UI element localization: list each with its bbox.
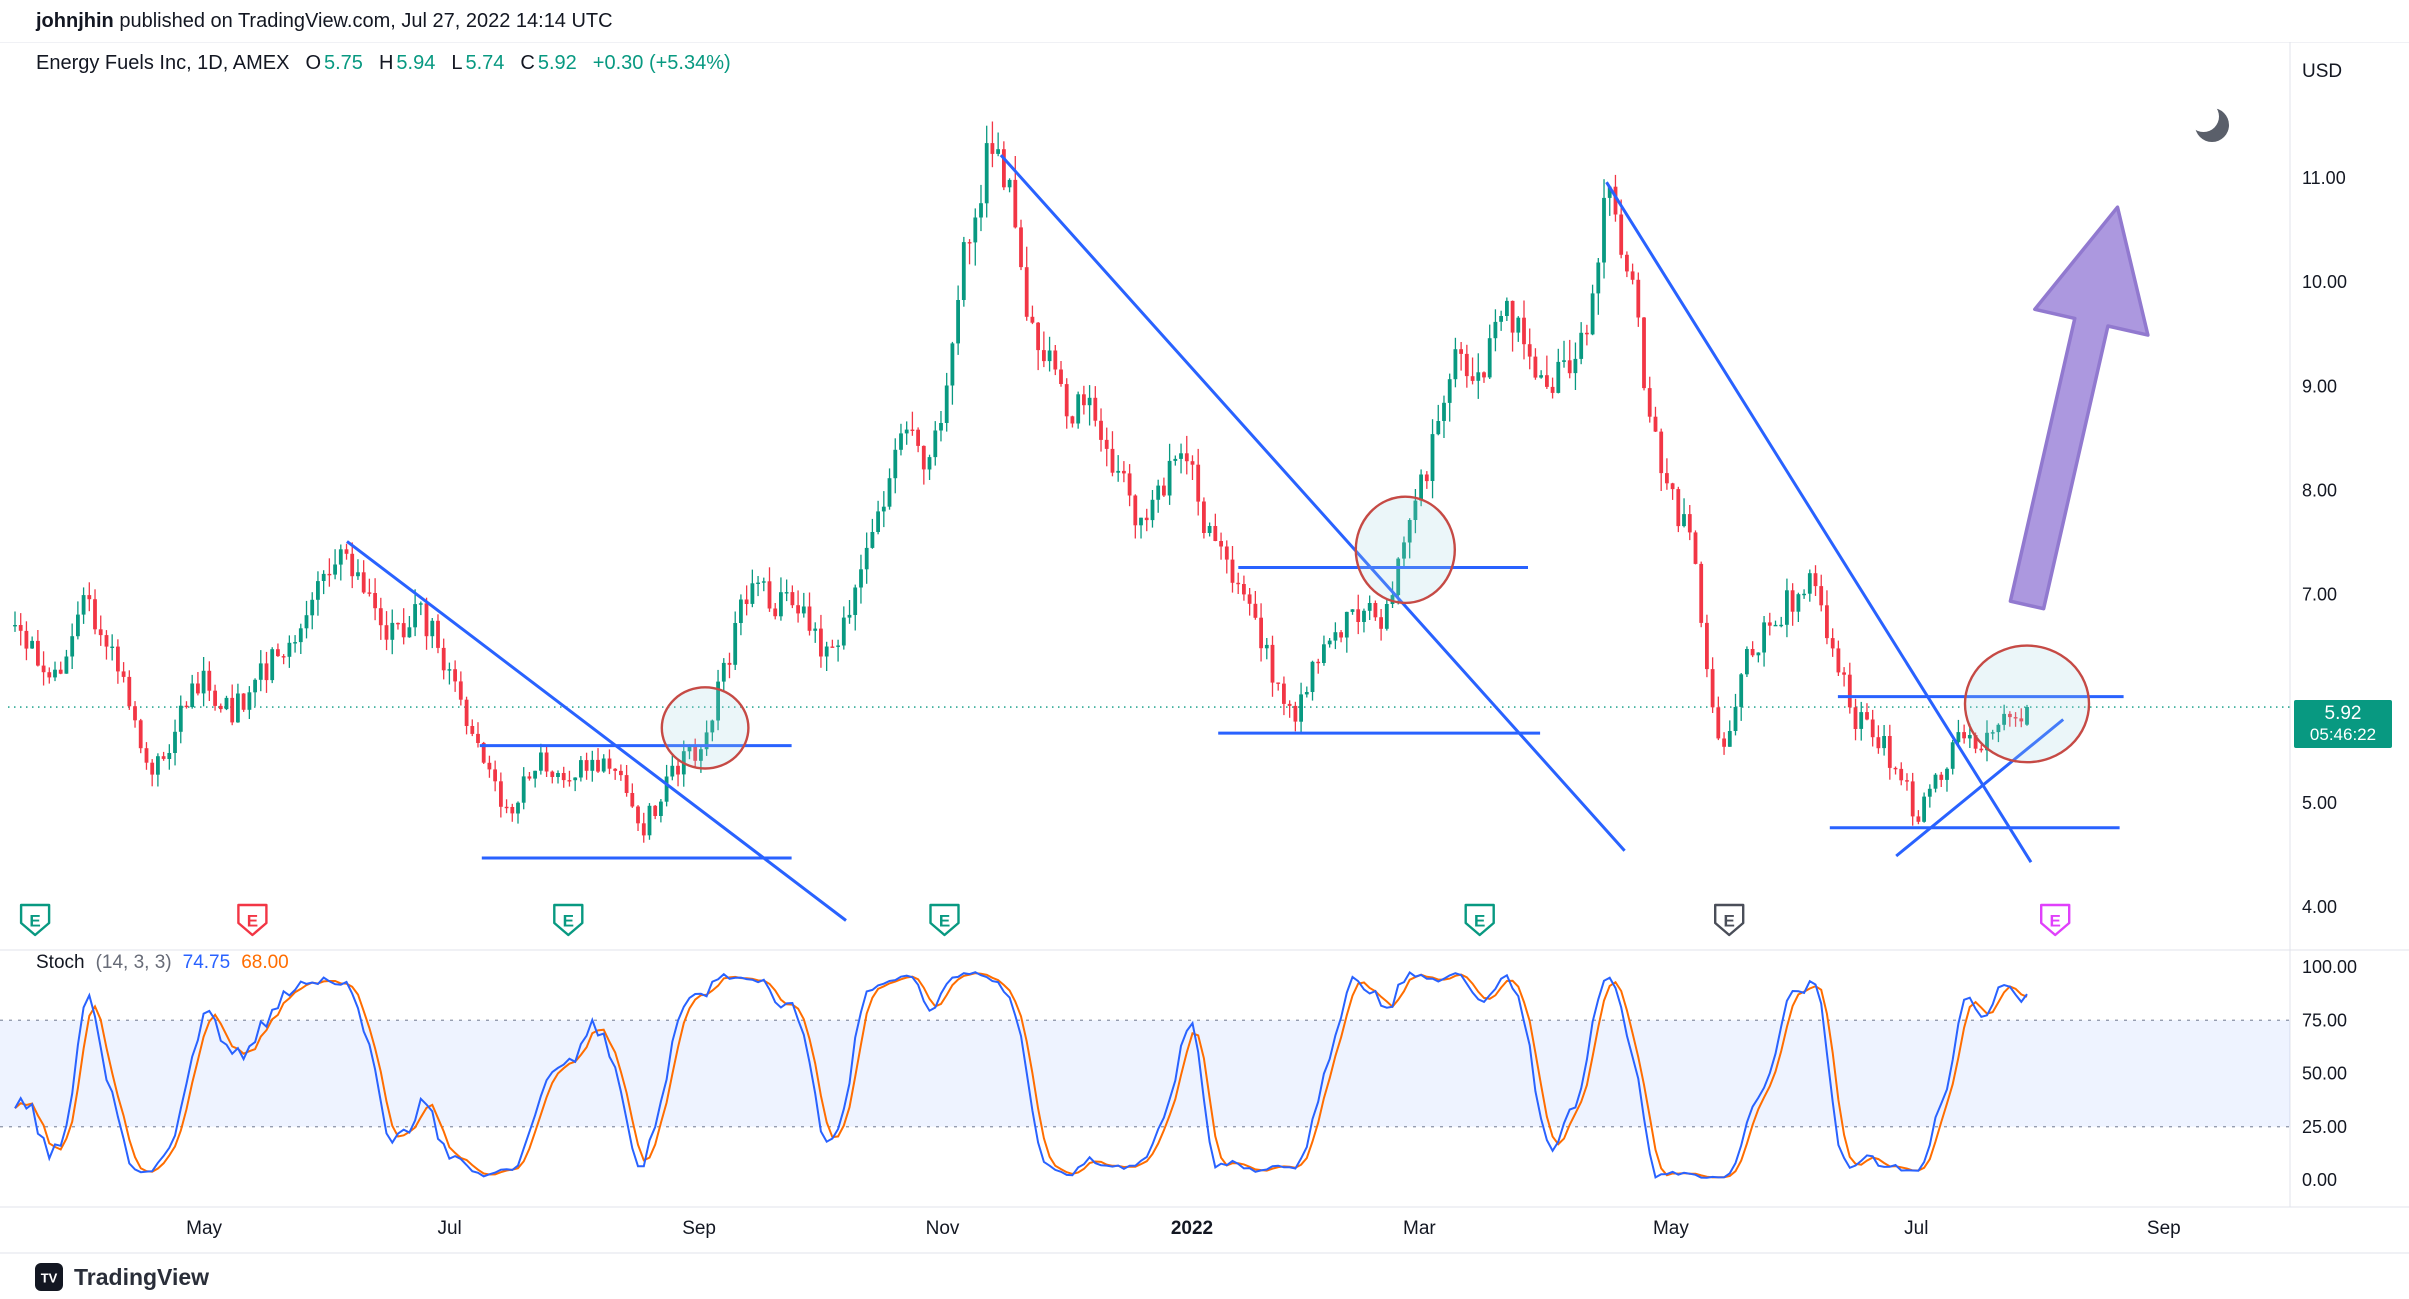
trendline-drawing[interactable] [1605, 181, 2033, 863]
price-axis-labels: USD 11.00 10.00 9.00 8.00 7.00 5.00 4.00 100.00 7… [2302, 61, 2357, 1190]
candles-layer [13, 121, 2029, 843]
svg-text:Jul: Jul [437, 1218, 461, 1239]
svg-text:USD: USD [2302, 61, 2342, 82]
stoch-d-value: 68.00 [241, 952, 289, 973]
trendline-drawing[interactable] [999, 154, 1626, 852]
footer-branding[interactable]: TV TradingView [34, 1262, 209, 1292]
svg-text:May: May [1653, 1218, 1689, 1239]
bullish-arrow-drawing[interactable] [2008, 205, 2150, 611]
publish-info-text: published on TradingView.com, Jul 27, 20… [113, 9, 613, 32]
earnings-marker[interactable]: E [237, 903, 268, 937]
price-change: +0.30 (+5.34%) [592, 52, 731, 74]
svg-text:E: E [563, 912, 574, 931]
svg-text:100.00: 100.00 [2302, 957, 2357, 977]
svg-text:E: E [1724, 912, 1735, 931]
earnings-marker[interactable]: E [19, 903, 51, 937]
svg-text:8.00: 8.00 [2302, 480, 2337, 500]
publisher-username: johnjhin [36, 9, 114, 32]
svg-text:25.00: 25.00 [2302, 1117, 2347, 1137]
publish-bar: johnjhin published on TradingView.com, J… [0, 0, 2409, 42]
svg-text:Mar: Mar [1403, 1218, 1436, 1239]
stoch-k-value: 74.75 [182, 952, 231, 973]
earnings-marker[interactable]: E [2039, 903, 2071, 937]
earnings-marker[interactable]: E [929, 903, 960, 937]
last-price-value: 5.92 [2324, 702, 2362, 724]
dark-mode-moon-icon[interactable] [2186, 98, 2238, 155]
svg-text:E: E [1474, 912, 1485, 931]
svg-text:Sep: Sep [682, 1218, 716, 1239]
svg-text:5.00: 5.00 [2302, 793, 2337, 813]
symbol-legend[interactable]: Energy Fuels Inc, 1D, AMEX O 5.75 H 5.94… [36, 52, 731, 75]
svg-text:2022: 2022 [1171, 1218, 1213, 1239]
earnings-marker[interactable]: E [1713, 903, 1745, 937]
ohlc-low: L 5.74 [451, 52, 505, 74]
earnings-marker[interactable]: E [1464, 903, 1495, 937]
svg-text:Nov: Nov [926, 1218, 960, 1239]
stoch-params: (14, 3, 3) [95, 952, 172, 973]
trendline-drawing[interactable] [1895, 718, 2065, 858]
svg-text:7.00: 7.00 [2302, 585, 2337, 605]
svg-text:11.00: 11.00 [2302, 168, 2346, 188]
bar-countdown-timer: 05:46:22 [2309, 725, 2377, 745]
stoch-k-line [14, 971, 2028, 1179]
svg-text:0.00: 0.00 [2302, 1170, 2337, 1190]
ohlc-high: H 5.94 [378, 52, 436, 74]
svg-text:Sep: Sep [2147, 1218, 2181, 1239]
svg-text:E: E [2050, 912, 2061, 931]
svg-text:9.00: 9.00 [2302, 376, 2337, 396]
svg-text:TV: TV [41, 1271, 58, 1286]
svg-text:10.00: 10.00 [2302, 272, 2347, 292]
ohlc-open: O 5.75 [305, 52, 363, 74]
svg-text:Jul: Jul [1904, 1218, 1928, 1239]
tradingview-logo-icon: TV [35, 1263, 63, 1291]
ohlc-close: C 5.92 [520, 52, 577, 74]
stoch-indicator-legend[interactable]: Stoch (14, 3, 3) 74.75 68.00 [36, 952, 289, 974]
symbol-title[interactable]: Energy Fuels Inc, 1D, AMEX [36, 52, 290, 74]
svg-text:May: May [186, 1218, 222, 1239]
last-price-badge: 5.92 05:46:22 [2294, 700, 2392, 748]
highlight-circle-drawing[interactable] [1354, 495, 1457, 605]
svg-text:50.00: 50.00 [2302, 1064, 2347, 1084]
svg-text:E: E [29, 912, 40, 931]
stoch-band [0, 1020, 2290, 1127]
highlight-circle-drawing[interactable] [1963, 644, 2091, 764]
svg-text:75.00: 75.00 [2302, 1010, 2347, 1030]
tradingview-wordmark: TradingView [74, 1263, 210, 1290]
svg-text:E: E [247, 912, 258, 931]
stoch-title[interactable]: Stoch [36, 952, 85, 973]
highlight-circle-drawing[interactable] [660, 686, 750, 770]
time-axis-labels[interactable]: May Jul Sep Nov 2022 Mar May Jul Sep [186, 1218, 2181, 1239]
svg-text:E: E [939, 912, 950, 931]
svg-text:4.00: 4.00 [2302, 897, 2337, 917]
earnings-marker[interactable]: E [553, 903, 584, 937]
